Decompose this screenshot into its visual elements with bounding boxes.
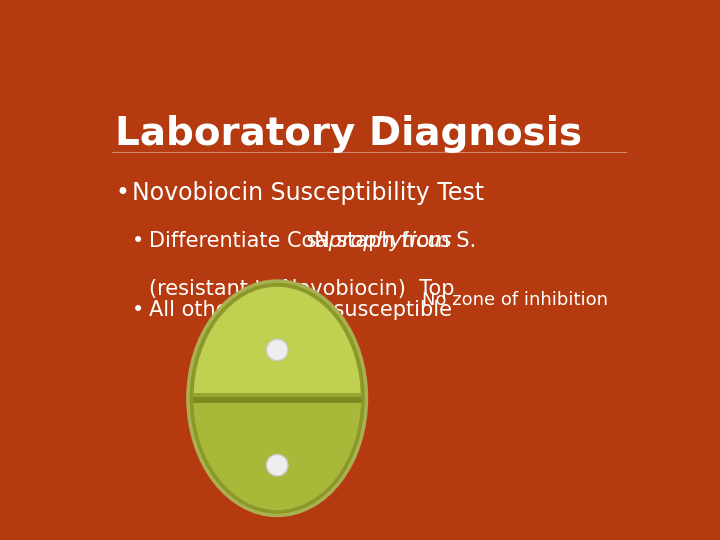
Ellipse shape: [188, 281, 366, 515]
Circle shape: [266, 455, 288, 476]
Text: Differentiate CoN staph from S.: Differentiate CoN staph from S.: [148, 231, 482, 251]
Polygon shape: [194, 399, 360, 509]
Text: All other CoN are susceptible: All other CoN are susceptible: [148, 300, 451, 320]
Text: •: •: [132, 300, 144, 320]
Text: •: •: [115, 181, 129, 205]
Text: Novobiocin Susceptibility Test: Novobiocin Susceptibility Test: [132, 181, 484, 205]
Text: No zone of inhibition: No zone of inhibition: [422, 292, 608, 309]
Text: Laboratory Diagnosis: Laboratory Diagnosis: [115, 114, 582, 153]
Circle shape: [266, 339, 288, 361]
Ellipse shape: [192, 286, 362, 511]
Text: saprophyticus: saprophyticus: [306, 231, 452, 251]
Bar: [192, 393, 362, 397]
Text: (resistant to Novobiocin)  Top: (resistant to Novobiocin) Top: [148, 279, 454, 299]
Bar: [192, 393, 362, 403]
Text: •: •: [132, 231, 144, 251]
